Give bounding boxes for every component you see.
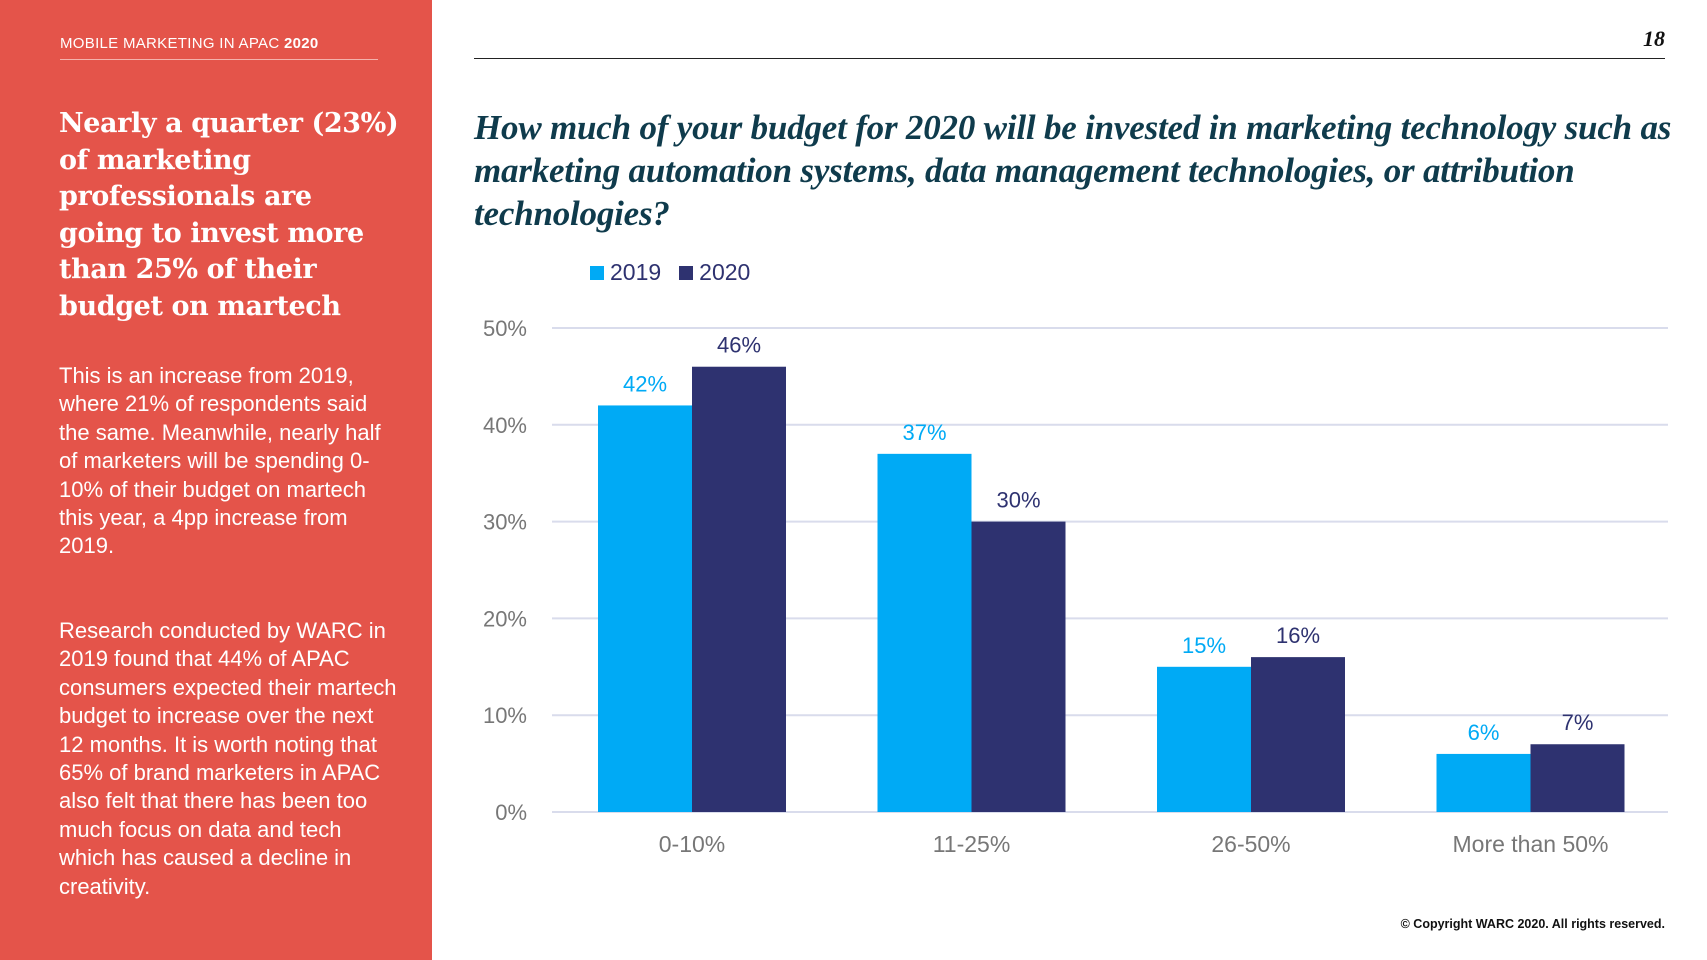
body-paragraph-2: Research conducted by WARC in 2019 found… <box>59 618 397 899</box>
x-category-label-1: 11-25% <box>933 831 1011 857</box>
sidebar-panel: MOBILE MARKETING IN APAC 2020 Nearly a q… <box>0 0 432 960</box>
report-label: MOBILE MARKETING IN APAC 2020 <box>60 35 319 52</box>
data-label-2020-1: 30% <box>996 488 1040 513</box>
page-number: 18 <box>1643 26 1665 51</box>
y-tick-label-50: 50% <box>483 316 527 341</box>
bar-2019-1 <box>877 453 972 812</box>
data-label-2020-3: 7% <box>1562 710 1594 735</box>
bar-2019-2 <box>1157 666 1251 812</box>
bar-2020-3 <box>1530 744 1625 812</box>
y-tick-label-0: 0% <box>495 800 527 825</box>
data-label-2020-0: 46% <box>717 333 761 358</box>
x-category-label-2: 26-50% <box>1211 831 1290 857</box>
y-tick-label-40: 40% <box>483 413 527 438</box>
legend-item-2019: 2019 <box>590 259 661 286</box>
headline: Nearly a quarter (23%) of marketing prof… <box>59 108 399 322</box>
data-label-2019-0: 42% <box>623 371 667 396</box>
sidebar-divider <box>60 59 378 60</box>
legend-swatch-2020 <box>679 265 694 280</box>
legend-label-2020: 2020 <box>699 259 751 285</box>
chart-question: How much of your budget for 2020 will be… <box>474 108 1672 233</box>
header-divider <box>474 58 1665 59</box>
body-paragraph-1: This is an increase from 2019, where 21%… <box>59 363 381 559</box>
bar-2019-3 <box>1436 753 1531 812</box>
chart-legend: 2019 2020 <box>590 259 768 286</box>
bar-2020-1 <box>971 521 1066 812</box>
bar-2020-2 <box>1251 657 1345 812</box>
legend-item-2020: 2020 <box>679 259 750 286</box>
y-tick-label-30: 30% <box>483 510 527 535</box>
copyright-notice: © Copyright WARC 2020. All rights reserv… <box>1400 917 1665 931</box>
bar-2019-0 <box>598 405 692 812</box>
legend-label-2019: 2019 <box>610 259 662 285</box>
data-label-2019-1: 37% <box>902 420 946 445</box>
x-category-label-0: 0-10% <box>659 831 725 857</box>
data-label-2020-2: 16% <box>1276 623 1320 648</box>
y-tick-label-10: 10% <box>483 703 527 728</box>
report-year: 2020 <box>283 35 319 52</box>
report-label-text: MOBILE MARKETING IN APAC <box>60 35 280 52</box>
bar-2020-0 <box>692 366 786 812</box>
data-label-2019-2: 15% <box>1182 633 1226 658</box>
y-tick-label-20: 20% <box>483 606 527 631</box>
x-category-label-3: More than 50% <box>1453 831 1609 857</box>
legend-swatch-2019 <box>590 265 604 280</box>
data-label-2019-3: 6% <box>1468 720 1500 745</box>
